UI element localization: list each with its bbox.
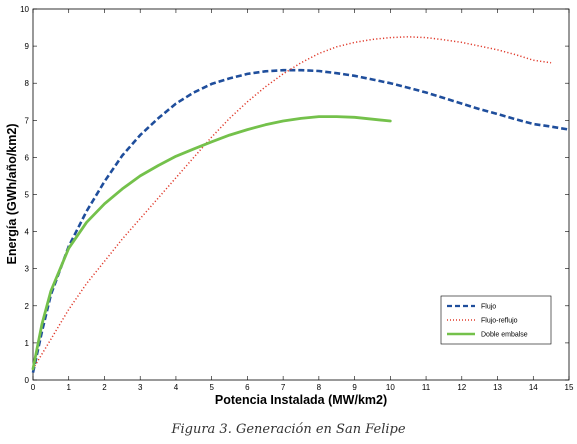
- x-tick-label: 5: [209, 383, 214, 392]
- x-tick-label: 14: [529, 383, 538, 392]
- legend: Flujo Flujo-reflujo Doble embalse: [440, 295, 552, 345]
- x-tick-label: 10: [386, 383, 395, 392]
- legend-label-doble-embalse: Doble embalse: [481, 332, 528, 339]
- y-tick-label: 4: [25, 228, 30, 237]
- y-tick-label: 6: [25, 153, 30, 162]
- x-tick-label: 8: [317, 383, 322, 392]
- y-tick-label: 5: [25, 191, 30, 200]
- x-tick-label: 11: [422, 383, 431, 392]
- series-line-flujo-reflujo: [32, 36, 552, 370]
- legend-label-flujo: Flujo: [481, 304, 496, 311]
- series-line-doble-embalse: [31, 115, 392, 371]
- y-axis-label: Energía (GWh/año/km2): [5, 124, 19, 265]
- x-tick-label: 13: [493, 383, 502, 392]
- x-tick-label: 1: [67, 383, 72, 392]
- y-tick-label: 9: [25, 42, 30, 51]
- y-tick-label: 3: [25, 265, 30, 274]
- y-tick-label: 10: [20, 5, 29, 14]
- x-tick-label: 2: [102, 383, 107, 392]
- x-tick-label: 15: [565, 383, 574, 392]
- figure-caption: Figura 3. Generación en San Felipe: [171, 422, 406, 437]
- y-tick-label: 1: [25, 339, 30, 348]
- x-tick-label: 4: [174, 383, 179, 392]
- y-tick-label: 0: [25, 376, 30, 385]
- series-line-flujo: [31, 68, 570, 373]
- x-tick-label: 7: [281, 383, 286, 392]
- x-tick-label: 6: [245, 383, 250, 392]
- x-tick-label: 0: [31, 383, 36, 392]
- x-tick-label: 9: [352, 383, 357, 392]
- y-tick-label: 7: [25, 116, 30, 125]
- legend-label-flujo-reflujo: Flujo-reflujo: [481, 318, 518, 325]
- x-axis-label: Potencia Instalada (MW/km2): [215, 393, 387, 407]
- y-tick-label: 8: [25, 79, 30, 88]
- x-tick-label: 3: [138, 383, 143, 392]
- y-tick-label: 2: [25, 302, 30, 311]
- x-tick-label: 12: [457, 383, 466, 392]
